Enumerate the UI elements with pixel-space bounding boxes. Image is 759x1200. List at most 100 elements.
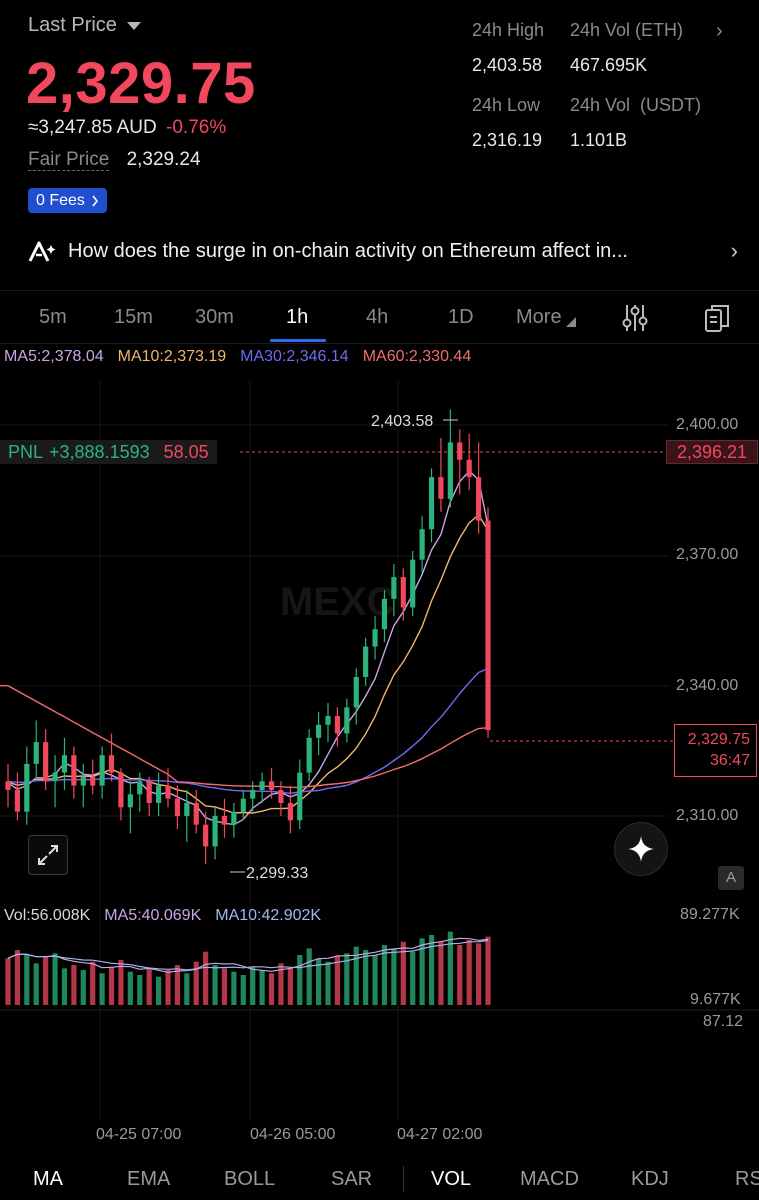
candle-body bbox=[250, 789, 256, 799]
candle-body bbox=[476, 477, 482, 521]
volume-bar bbox=[353, 946, 359, 1005]
stats-chevron-right-icon[interactable]: › bbox=[716, 20, 723, 42]
indicator-tab-boll[interactable]: BOLL bbox=[224, 1168, 276, 1190]
pnl-value: +3,888.1593 bbox=[49, 442, 150, 462]
tab-more[interactable]: More bbox=[516, 306, 576, 329]
tab-30m[interactable]: 30m bbox=[195, 306, 234, 328]
time-axis-label: 04-26 05:00 bbox=[250, 1126, 336, 1143]
news-text: How does the surge in on-chain activity … bbox=[68, 239, 628, 262]
high-marker-label: 2,403.58 bbox=[371, 413, 433, 430]
indicator-tab-rsi[interactable]: RSI bbox=[735, 1168, 759, 1190]
candle-body bbox=[184, 802, 190, 816]
candle-body bbox=[316, 724, 322, 738]
volume-bar bbox=[391, 948, 397, 1005]
volume-bar bbox=[240, 975, 246, 1005]
candle-body bbox=[118, 772, 124, 808]
volume-bar bbox=[287, 968, 293, 1005]
volume-bar bbox=[71, 965, 77, 1005]
volume-bar bbox=[137, 975, 143, 1005]
candle-body bbox=[325, 716, 331, 725]
high-label: 24h High bbox=[472, 20, 545, 40]
candle-body bbox=[43, 742, 49, 782]
candle-body bbox=[410, 559, 416, 608]
tab-1h[interactable]: 1h bbox=[286, 306, 309, 328]
candle-body bbox=[485, 520, 491, 731]
candle-body bbox=[231, 811, 237, 825]
candle-body bbox=[61, 755, 68, 773]
candle-body bbox=[287, 802, 293, 821]
ma60-legend: MA60:2,330.44 bbox=[362, 348, 472, 365]
candle-body bbox=[221, 816, 228, 825]
aud-conversion: ≈3,247.85 AUD -0.76% bbox=[28, 117, 226, 139]
volume-bar bbox=[325, 961, 331, 1005]
candle-body bbox=[193, 802, 199, 825]
ma10-legend: MA10:2,373.19 bbox=[117, 348, 227, 365]
indicator-tab-macd[interactable]: MACD bbox=[520, 1168, 579, 1190]
candle-body bbox=[33, 742, 39, 764]
vol-axis-top: 89.277K bbox=[680, 906, 740, 923]
ai-assistant-button[interactable] bbox=[614, 822, 668, 876]
volume-bar bbox=[221, 968, 228, 1005]
volume-bars bbox=[5, 931, 491, 1005]
ma-legend: MA5:2,378.04 MA10:2,373.19 MA30:2,346.14… bbox=[4, 348, 471, 366]
indicator-tab-kdj[interactable]: KDJ bbox=[631, 1168, 669, 1190]
volume-bar bbox=[250, 966, 256, 1005]
volume-bar bbox=[174, 965, 180, 1005]
candle-body bbox=[381, 598, 388, 630]
last-price-label: Last Price bbox=[28, 14, 117, 36]
indicator-settings-icon[interactable] bbox=[622, 303, 648, 333]
candlestick-chart[interactable]: MEXC 2,403.58 2,299.33 bbox=[0, 375, 759, 1155]
vol-usdt-label: 24h Vol (USDT) bbox=[570, 95, 702, 115]
volume-bar bbox=[259, 970, 265, 1005]
volume-legend: Vol:56.008K MA5:40.069K MA10:42.902K bbox=[4, 907, 321, 925]
ma10-line bbox=[7, 513, 489, 814]
volume-bar bbox=[306, 948, 312, 1005]
time-axis-label: 04-25 07:00 bbox=[96, 1126, 182, 1143]
pnl-tag[interactable]: PNL +3,888.1593 58.05 bbox=[0, 440, 217, 464]
volume-bar bbox=[24, 955, 30, 1005]
fees-label: 0 Fees bbox=[36, 191, 85, 209]
zero-fees-button[interactable]: 0 Fees bbox=[28, 188, 107, 213]
vol-axis-bottom: 87.12 bbox=[703, 1013, 744, 1030]
ma30-line bbox=[7, 667, 489, 795]
volume-bar bbox=[14, 950, 20, 1005]
auto-scale-button[interactable]: A bbox=[718, 866, 744, 890]
indicator-tab-vol[interactable]: VOL bbox=[431, 1168, 472, 1190]
candle-body bbox=[127, 794, 133, 808]
fair-price-label[interactable]: Fair Price bbox=[28, 149, 110, 171]
caret-corner-icon bbox=[565, 317, 576, 327]
chevron-right-icon: › bbox=[730, 238, 738, 263]
last-price-dropdown[interactable]: Last Price bbox=[28, 14, 141, 37]
pnl-price-box: 2,396.21 bbox=[666, 440, 758, 464]
volume-bar bbox=[466, 940, 472, 1005]
indicator-tab-ma[interactable]: MA bbox=[33, 1168, 63, 1190]
caret-down-icon bbox=[126, 21, 141, 30]
tab-4h[interactable]: 4h bbox=[366, 306, 389, 328]
candle-body bbox=[174, 798, 180, 816]
tab-15m[interactable]: 15m bbox=[114, 306, 153, 328]
copy-layout-icon[interactable] bbox=[704, 303, 730, 333]
candle-body bbox=[400, 577, 406, 608]
last-price-box-price: 2,329.75 bbox=[687, 731, 750, 748]
indicator-tab-sar[interactable]: SAR bbox=[331, 1168, 373, 1190]
price-axis-label: 2,400.00 bbox=[676, 416, 739, 433]
vol-ma10-legend: MA10:42.902K bbox=[215, 907, 322, 924]
fullscreen-button[interactable] bbox=[28, 835, 68, 875]
tab-1d[interactable]: 1D bbox=[448, 306, 474, 328]
tab-5m[interactable]: 5m bbox=[39, 306, 67, 328]
expand-icon bbox=[38, 845, 58, 865]
candle-body bbox=[419, 529, 425, 560]
candle-body bbox=[334, 716, 340, 734]
volume-bar bbox=[203, 951, 209, 1005]
ma30-legend: MA30:2,346.14 bbox=[240, 348, 349, 365]
volume-bar bbox=[334, 956, 340, 1005]
vol-ma10-line bbox=[7, 939, 489, 971]
divider bbox=[403, 1166, 404, 1192]
candle-body bbox=[90, 776, 96, 786]
volume-bar bbox=[212, 965, 218, 1005]
ma5-legend: MA5:2,378.04 bbox=[4, 348, 104, 365]
candle-body bbox=[165, 785, 171, 799]
ai-news-banner[interactable]: How does the surge in on-chain activity … bbox=[28, 238, 738, 264]
candle-body bbox=[14, 789, 20, 812]
indicator-tab-ema[interactable]: EMA bbox=[127, 1168, 171, 1190]
